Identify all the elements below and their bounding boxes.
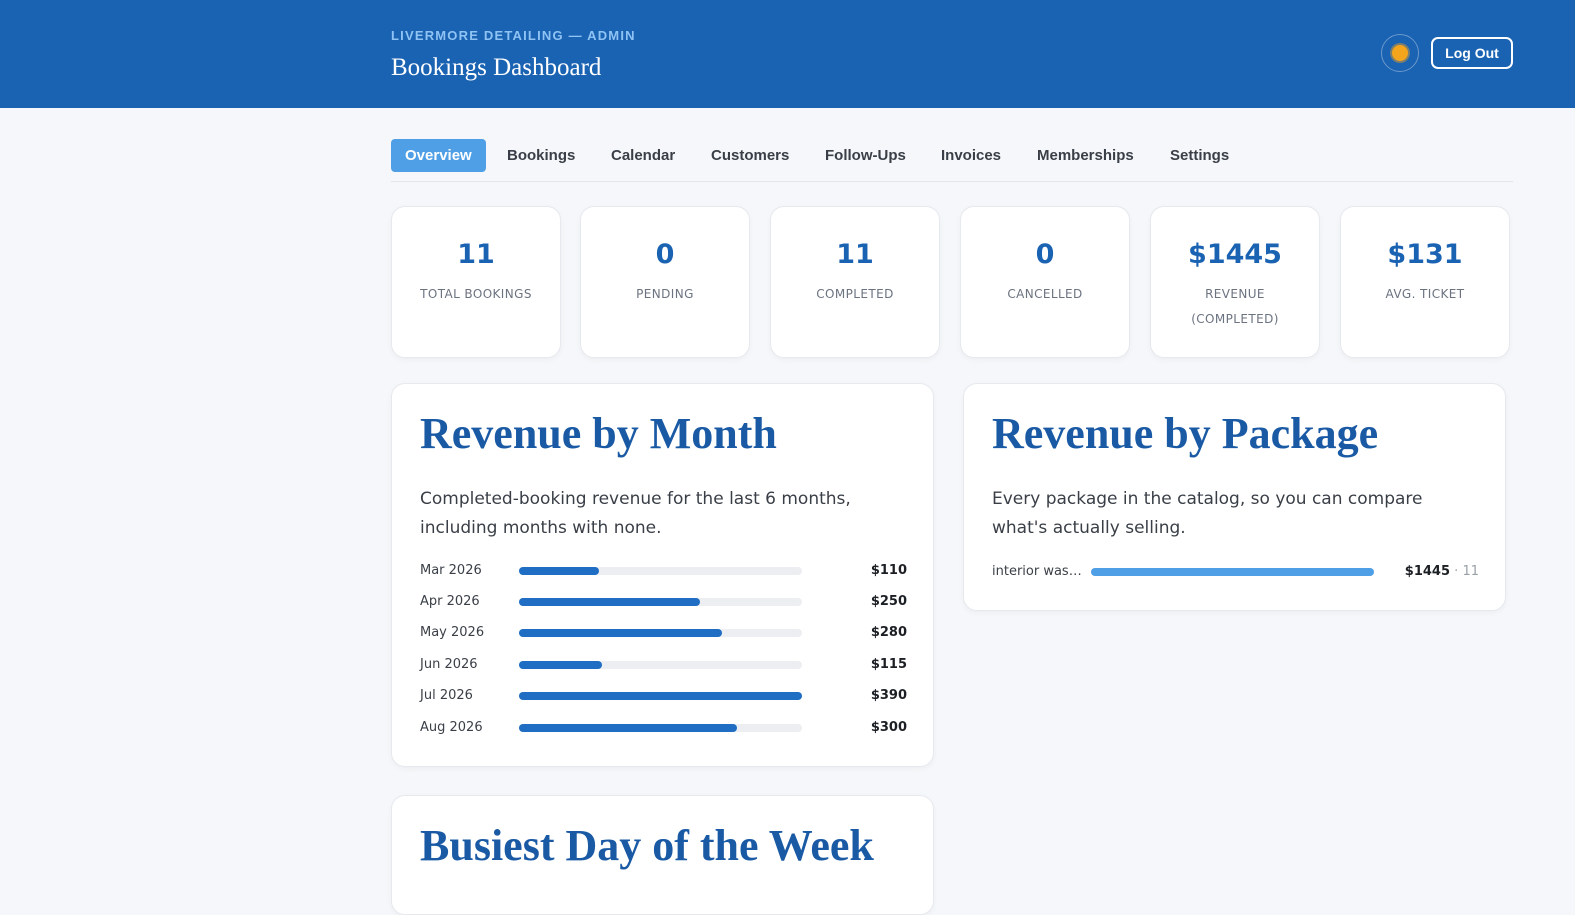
tab-memberships[interactable]: Memberships [1037,147,1134,164]
stat-value: 11 [836,239,874,270]
month-amount: $115 [870,657,907,672]
month-label: Mar 2026 [420,563,482,578]
package-separator: · [1454,564,1459,579]
tab-customers[interactable]: Customers [711,147,790,164]
card-title: Revenue by Month [420,409,777,458]
month-label: Apr 2026 [420,594,480,609]
month-bar [519,598,701,606]
busiest-day-card: Busiest Day of the Week [391,795,934,915]
stat-value: $1445 [1188,239,1282,270]
month-amount: $300 [870,720,907,735]
month-bar [519,567,599,575]
month-bar-track [519,598,802,606]
card-title: Revenue by Package [992,409,1379,458]
package-revenue: $1445 [1404,564,1451,579]
month-bar-track [519,661,802,669]
stat-value: 11 [457,239,495,270]
month-amount: $250 [870,594,907,609]
month-bar [519,661,603,669]
stat-label: COMPLETED [816,287,894,301]
package-bar-track [1091,568,1374,576]
card-title: Busiest Day of the Week [420,821,874,870]
logout-button[interactable]: Log Out [1431,37,1513,69]
stat-label: TOTAL BOOKINGS [420,287,532,301]
month-bar [519,629,723,637]
tab-overview[interactable]: Overview [391,139,486,172]
package-row: interior washi... $1445 · 11 [992,562,1479,582]
package-bar [1091,568,1374,576]
stat-label: REVENUE (COMPLETED) [1191,287,1279,326]
stat-card-cancelled: 0 CANCELLED [960,206,1130,358]
stat-value: 0 [655,239,675,270]
month-bar-track [519,567,802,575]
month-amount: $280 [870,625,907,640]
stat-card-pending: 0 PENDING [580,206,750,358]
tab-calendar[interactable]: Calendar [611,147,676,164]
package-amount: $1445 · 11 [1405,564,1479,579]
month-label: Aug 2026 [420,720,483,735]
month-bar-track [519,692,802,700]
stat-label: AVG. TICKET [1385,287,1465,301]
month-amount: $110 [870,563,907,578]
stat-value: $131 [1387,239,1463,270]
month-label: May 2026 [420,625,485,640]
brand-kicker: LIVERMORE DETAILING — ADMIN [391,28,636,43]
month-row: May 2026 $280 [420,623,907,643]
package-label: interior washi... [992,564,1082,579]
month-label: Jul 2026 [420,688,473,703]
tab-bookings[interactable]: Bookings [507,147,576,164]
month-bar [519,692,802,700]
stat-card-total-bookings: 11 TOTAL BOOKINGS [391,206,561,358]
tab-invoices[interactable]: Invoices [941,147,1002,164]
stat-label: PENDING [636,287,694,301]
month-row: Mar 2026 $110 [420,561,907,581]
month-row: Apr 2026 $250 [420,592,907,612]
stat-label: CANCELLED [1007,287,1083,301]
month-bar-track [519,629,802,637]
month-amount: $390 [870,688,907,703]
page-title: Bookings Dashboard [391,54,602,81]
theme-toggle-button[interactable] [1381,34,1419,72]
month-row: Jul 2026 $390 [420,686,907,706]
top-header: LIVERMORE DETAILING — ADMIN Bookings Das… [0,0,1575,108]
month-label: Jun 2026 [420,657,478,672]
card-description: Completed-booking revenue for the last 6… [420,489,851,538]
tab-settings[interactable]: Settings [1170,147,1230,164]
month-bar [519,724,737,732]
stat-card-revenue-completed: $1445 REVENUE (COMPLETED) [1150,206,1320,358]
sun-icon [1392,45,1408,61]
month-row: Jun 2026 $115 [420,655,907,675]
month-bar-track [519,724,802,732]
nav-tabs: Overview Bookings Calendar Customers Fol… [391,139,1513,182]
stat-card-avg-ticket: $131 AVG. TICKET [1340,206,1510,358]
month-row: Aug 2026 $300 [420,718,907,738]
tab-follow-ups[interactable]: Follow-Ups [825,147,906,164]
revenue-by-package-card: Revenue by Package Every package in the … [963,383,1506,611]
package-count: 11 [1462,564,1479,579]
stat-value: 0 [1035,239,1055,270]
revenue-by-month-card: Revenue by Month Completed-booking reven… [391,383,934,767]
stat-card-completed: 11 COMPLETED [770,206,940,358]
card-description: Every package in the catalog, so you can… [992,489,1423,538]
